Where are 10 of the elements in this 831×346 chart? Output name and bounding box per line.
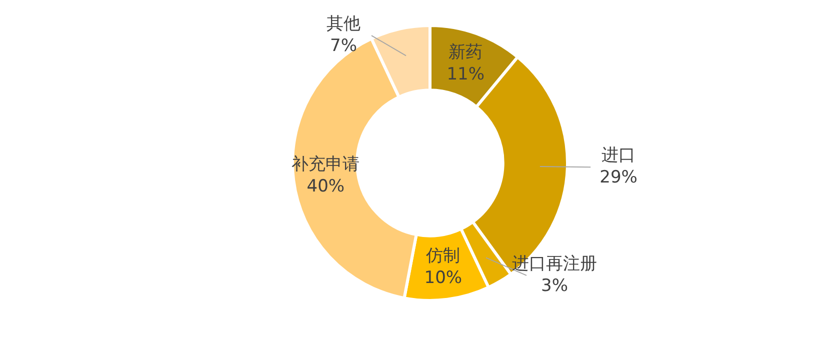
data-label: 10% [424,268,462,288]
data-label: 11% [446,64,485,84]
data-label: 7% [330,36,357,56]
data-label: 29% [600,168,638,188]
slice-label: 仿制 [425,246,460,266]
slice-label: 其他 [326,14,361,34]
data-label: 40% [306,176,345,197]
data-label: 3% [541,276,568,296]
slice-label: 新药 [448,42,483,62]
slice-label: 进口 [602,146,636,166]
